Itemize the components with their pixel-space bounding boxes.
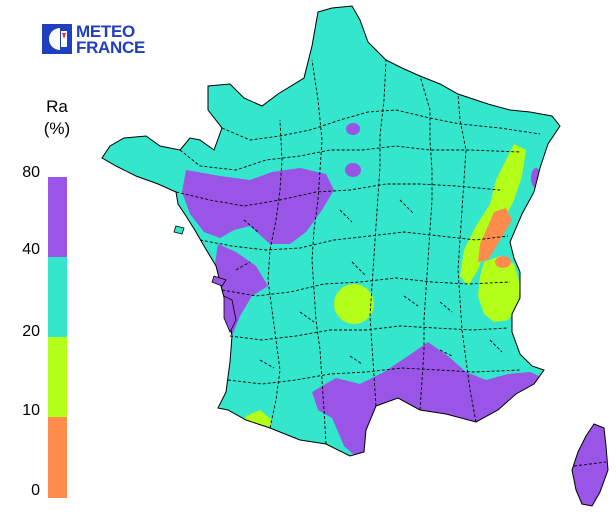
- logo-text-france: FRANCE: [76, 38, 146, 57]
- meteo-france-logo: METEO FRANCE: [42, 22, 172, 58]
- logo-text-meteo: METEO: [76, 22, 135, 41]
- legend-bin-0-10: [48, 417, 67, 498]
- zone-0-10-savoie: [495, 256, 511, 268]
- legend-tick-20: 20: [22, 323, 40, 340]
- france-outline: [101, 5, 561, 457]
- zone-0-10-alps: [478, 208, 512, 262]
- legend-tick-0: 0: [31, 482, 40, 499]
- legend-bin-10-20: [48, 337, 67, 417]
- legend-tick-80: 80: [22, 164, 40, 181]
- island-re: [211, 275, 227, 287]
- zone-40-80-paris: [346, 123, 360, 135]
- department-boundaries: [175, 59, 541, 445]
- corsica-outline: [571, 423, 609, 507]
- zone-40-80-loiret: [345, 163, 361, 177]
- mainland-france: [102, 6, 560, 456]
- legend-tick-40: 40: [22, 241, 40, 258]
- island-oleron: [223, 295, 237, 333]
- legend-tick-10: 10: [22, 402, 40, 419]
- legend-title-variable: Ra: [46, 97, 68, 116]
- legend-color-bar: [48, 177, 67, 498]
- legend-bin-40-80: [48, 177, 67, 257]
- legend-title-unit: (%): [43, 119, 71, 138]
- zone-10-20-savoie: [478, 256, 520, 322]
- zone-40-80-west: [182, 168, 334, 244]
- island-belle-ile: [173, 225, 185, 235]
- legend-title: Ra (%): [32, 96, 82, 140]
- corsica-department-boundary: [573, 461, 607, 467]
- legend-bin-20-40: [48, 257, 67, 337]
- zone-10-20-massif-central: [334, 284, 374, 324]
- meteo-france-logo-icon: [42, 24, 72, 54]
